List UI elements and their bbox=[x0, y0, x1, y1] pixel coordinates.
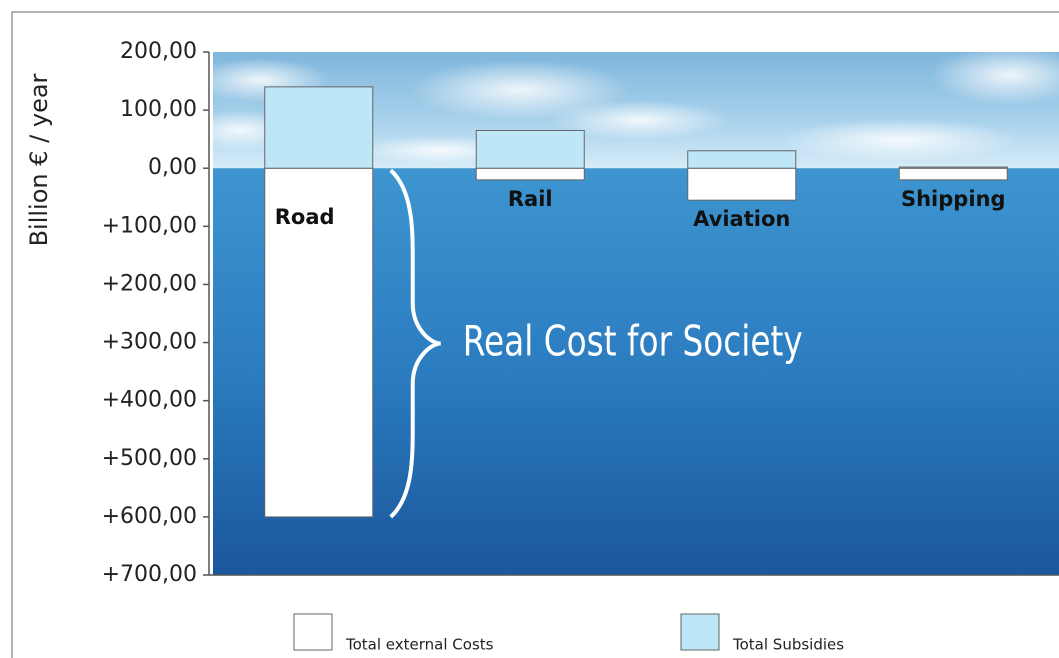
legend-swatch bbox=[681, 614, 719, 650]
category-label: Shipping bbox=[901, 187, 1006, 211]
y-tick-label: +400,00 bbox=[102, 388, 197, 413]
legend-label: Total external Costs bbox=[345, 636, 494, 654]
y-tick-label: +300,00 bbox=[102, 330, 197, 355]
annotation: Real Cost for Society bbox=[463, 316, 803, 365]
bar bbox=[899, 167, 1007, 168]
bar bbox=[899, 168, 1007, 180]
y-tick-label: +500,00 bbox=[102, 446, 197, 471]
category-label: Road bbox=[275, 205, 335, 229]
page: {"chart_data": { "type": "bar", "y_label… bbox=[0, 0, 1059, 658]
category-label: Rail bbox=[508, 187, 553, 211]
legend-label: Total Subsidies bbox=[732, 636, 844, 654]
category-label: Aviation bbox=[693, 207, 790, 231]
y-tick-label: +600,00 bbox=[102, 504, 197, 529]
y-tick-label: +200,00 bbox=[102, 271, 197, 296]
y-tick-label: 100,00 bbox=[120, 97, 197, 122]
y-tick-label: 200,00 bbox=[120, 39, 197, 64]
y-tick-label: +700,00 bbox=[102, 562, 197, 587]
bar bbox=[476, 130, 584, 168]
legend-swatch bbox=[294, 614, 332, 650]
bar bbox=[476, 168, 584, 180]
cloud bbox=[780, 118, 1020, 162]
chart: Billion € / year 200,00 100,00 0,00 +100,00… bbox=[0, 0, 1059, 658]
bar bbox=[688, 168, 796, 200]
bar bbox=[265, 87, 373, 168]
bar bbox=[688, 151, 796, 168]
y-tick-label: 0,00 bbox=[148, 155, 197, 180]
y-tick-label: +100,00 bbox=[102, 213, 197, 238]
y-axis-label: Billion € / year bbox=[25, 73, 53, 246]
